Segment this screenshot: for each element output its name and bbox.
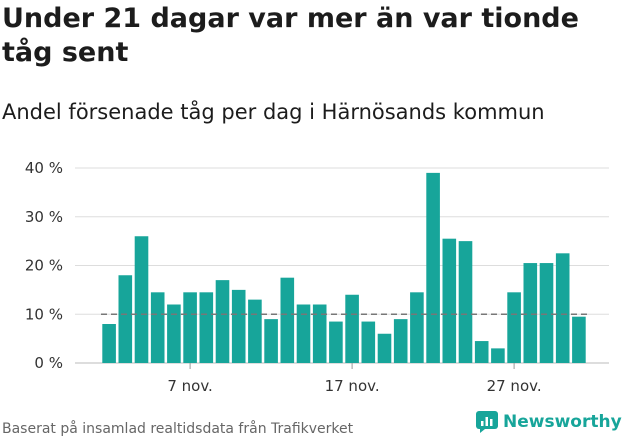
bar — [199, 292, 214, 363]
bars — [102, 172, 586, 363]
x-tick-label: 7 nov. — [167, 377, 212, 395]
source-note: Baserat på insamlad realtidsdata från Tr… — [2, 421, 354, 437]
bar — [280, 277, 295, 363]
bar — [377, 333, 392, 363]
bar — [393, 319, 408, 363]
bar — [442, 238, 457, 363]
bar — [539, 263, 554, 363]
chart-title: Under 21 dagar var mer än var tionde tåg… — [2, 3, 579, 68]
bar — [150, 292, 165, 363]
bar — [491, 348, 505, 363]
bar — [426, 172, 440, 363]
x-tick-label: 17 nov. — [325, 377, 380, 395]
bar-chart: 0 % 10 % 20 % 30 % 40 % 7 nov. 17 nov. 27 nov. — [25, 159, 609, 395]
bar — [183, 292, 197, 363]
chart-subtitle: Andel försenade tåg per dag i Härnösands… — [2, 100, 545, 124]
bar — [329, 321, 343, 363]
bar — [167, 304, 181, 363]
bar — [248, 299, 262, 363]
logo-text: Newsworthy — [503, 412, 622, 432]
bar — [118, 275, 133, 363]
bar — [523, 263, 538, 363]
bar — [215, 280, 230, 363]
x-tick-label: 27 nov. — [487, 377, 542, 395]
bar — [572, 316, 586, 363]
bar — [102, 324, 116, 363]
bar — [474, 341, 489, 363]
bar — [345, 294, 359, 363]
bar — [231, 289, 246, 363]
bar — [361, 321, 376, 363]
bar — [296, 304, 311, 363]
bar — [507, 292, 521, 363]
y-tick-label: 10 % — [25, 305, 63, 323]
bar — [134, 236, 149, 363]
y-tick-label: 20 % — [25, 257, 63, 275]
bar — [312, 304, 327, 363]
bar — [264, 319, 278, 363]
y-tick-label: 30 % — [25, 208, 63, 226]
newsworthy-logo: Newsworthy — [476, 408, 622, 436]
bar — [458, 241, 473, 363]
x-axis-tick-labels: 7 nov. 17 nov. 27 nov. — [167, 363, 542, 395]
y-tick-label: 40 % — [25, 159, 63, 177]
y-axis-tick-labels: 0 % 10 % 20 % 30 % 40 % — [25, 159, 63, 372]
y-tick-label: 0 % — [34, 354, 63, 372]
bar — [410, 292, 424, 363]
bar — [555, 253, 570, 363]
newsworthy-logo-icon — [476, 411, 498, 433]
